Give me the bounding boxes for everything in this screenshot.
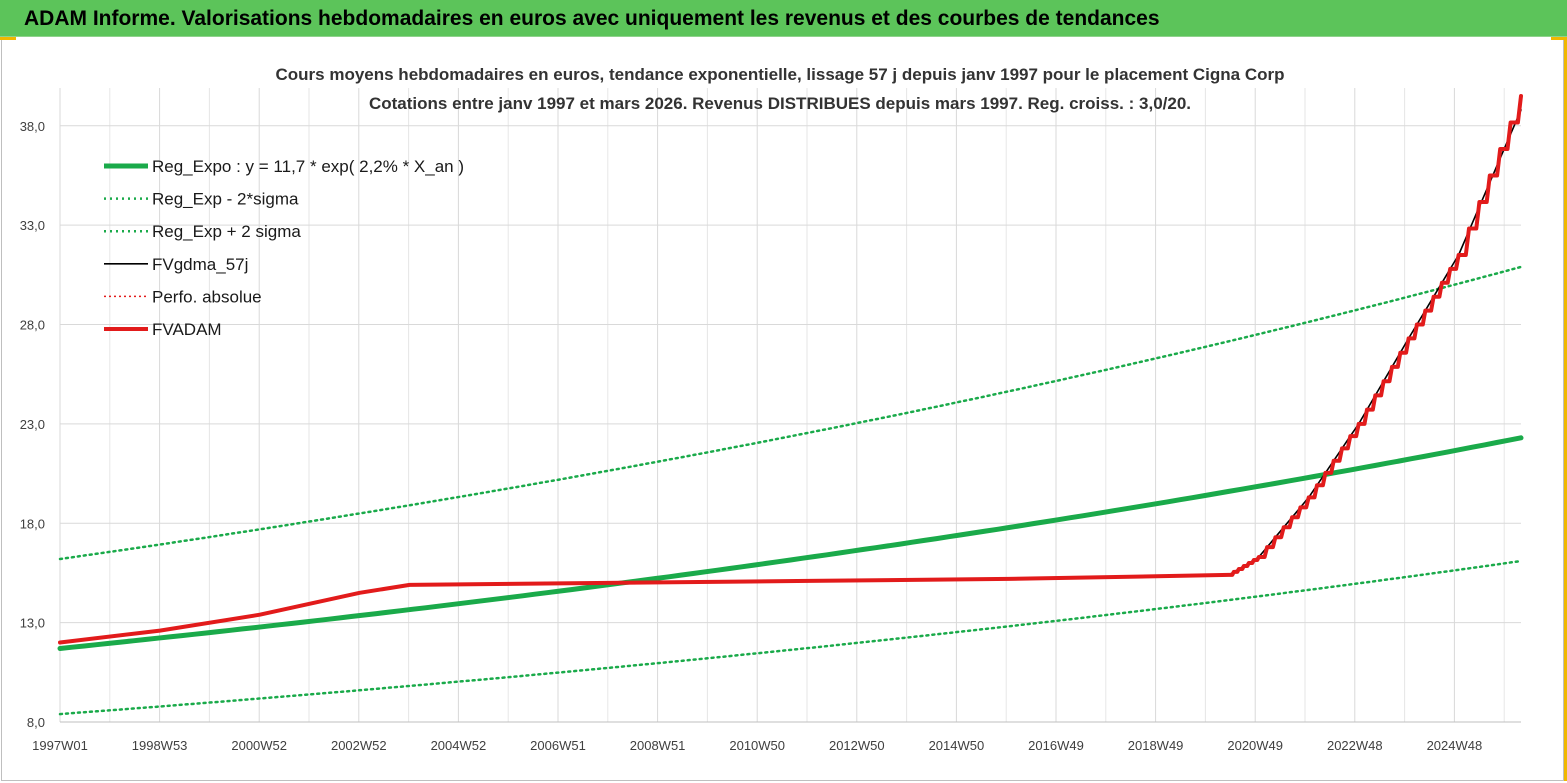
accent-right-side <box>1563 40 1567 781</box>
y-tick-label: 28,0 <box>20 318 45 333</box>
x-tick-label: 2020W49 <box>1227 738 1283 753</box>
x-tick-label: 2002W52 <box>331 738 387 753</box>
y-tick-label: 18,0 <box>20 516 45 531</box>
accent-right-top <box>1551 37 1567 40</box>
series-line-2 <box>58 265 1523 561</box>
x-tick-label: 2010W50 <box>729 738 785 753</box>
y-tick-label: 33,0 <box>20 218 45 233</box>
y-tick-label: 8,0 <box>27 715 45 730</box>
x-tick-label: 2006W51 <box>530 738 586 753</box>
series-layer <box>57 94 1524 716</box>
legend-label: Reg_Expo : y = 11,7 * exp( 2,2% * X_an ) <box>152 157 464 176</box>
chart-title: Cours moyens hebdomadaires en euros, ten… <box>276 65 1285 84</box>
series-line-5 <box>58 94 1523 645</box>
series-line-1 <box>58 559 1523 716</box>
chart-frame <box>1 40 1564 781</box>
y-tick-label: 13,0 <box>20 616 45 631</box>
accent-left-top <box>0 37 16 40</box>
chart-subtitle: Cotations entre janv 1997 et mars 2026. … <box>369 94 1191 113</box>
x-tick-label: 2022W48 <box>1327 738 1383 753</box>
x-tick-label: 2000W52 <box>231 738 287 753</box>
chart-legend: Reg_Expo : y = 11,7 * exp( 2,2% * X_an )… <box>104 157 464 339</box>
legend-label: FVADAM <box>152 320 222 339</box>
y-tick-label: 38,0 <box>20 119 45 134</box>
report-banner: ADAM Informe. Valorisations hebdomadaire… <box>0 0 1567 37</box>
x-tick-label: 2014W50 <box>929 738 985 753</box>
x-tick-label: 2016W49 <box>1028 738 1084 753</box>
legend-label: Perfo. absolue <box>152 287 262 306</box>
x-tick-label: 2018W49 <box>1128 738 1184 753</box>
axes: 1997W01 1998W53 2000W52 2002W52 2004W52 2006W… <box>20 119 1521 753</box>
y-tick-label: 23,0 <box>20 417 45 432</box>
x-tick-label: 2012W50 <box>829 738 885 753</box>
x-tick-label: 1997W01 <box>32 738 88 753</box>
x-tick-label: 2008W51 <box>630 738 686 753</box>
legend-label: Reg_Exp + 2 sigma <box>152 222 301 241</box>
banner-title: ADAM Informe. Valorisations hebdomadaire… <box>24 7 1160 30</box>
x-tick-label: 2024W48 <box>1427 738 1483 753</box>
x-tick-label: 1998W53 <box>132 738 188 753</box>
legend-label: Reg_Exp - 2*sigma <box>152 190 299 209</box>
legend-label: FVgdma_57j <box>152 255 248 274</box>
series-line-0 <box>57 435 1524 651</box>
x-tick-label: 2004W52 <box>431 738 487 753</box>
